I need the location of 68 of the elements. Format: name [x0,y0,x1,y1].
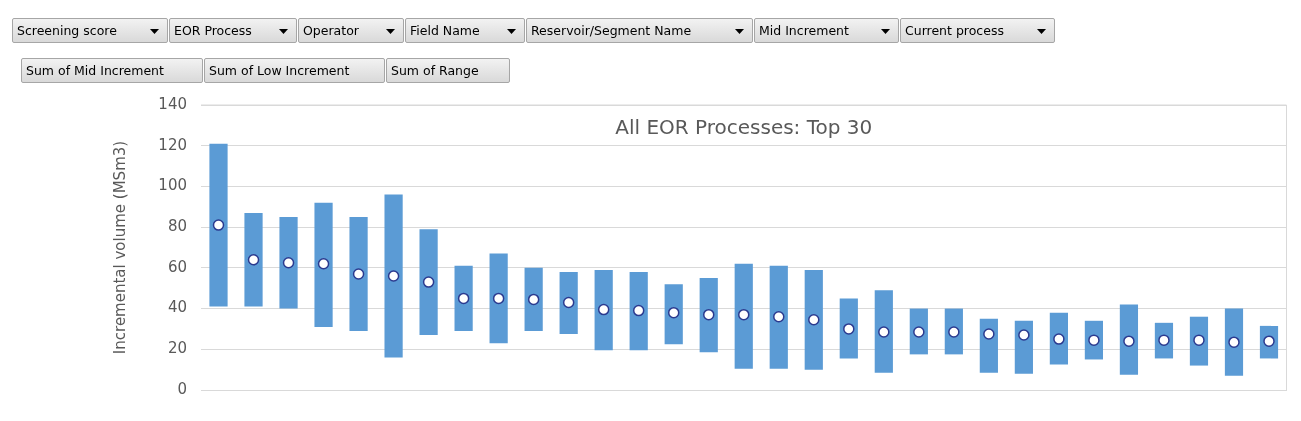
point [422,276,435,288]
text: Screening score [17,23,117,38]
point [1228,336,1240,348]
point [562,296,575,309]
bar [804,269,823,370]
bar [349,216,368,331]
point [843,323,855,335]
y-tick-label: 60 [167,257,187,276]
text: Sum of Range [391,63,479,78]
point [457,292,470,305]
point [387,270,400,282]
point [212,219,225,231]
bar [244,212,263,307]
point [878,326,890,338]
y-tick-label: 140 [158,94,187,113]
bar [559,271,578,335]
bar [454,265,473,331]
point [282,257,295,269]
bar [839,298,858,359]
bar [314,202,333,327]
text: Current process [905,23,1004,38]
y-tick-label: 120 [158,135,187,154]
point [667,306,680,319]
bar [209,143,228,307]
y-tick-label: 100 [158,176,187,195]
bar [1119,304,1139,375]
point [702,308,715,321]
point [983,328,995,340]
bar [734,263,753,369]
point [738,308,750,321]
bar [594,269,613,351]
text: All EOR Processes: Top 30 [615,115,873,140]
bar [699,278,718,353]
point [808,314,820,326]
y-tick-label: 80 [167,217,187,236]
bar [769,265,788,369]
y-axis-title: Incremental volume (MSm3) [110,140,129,355]
text: EOR Process [174,23,252,38]
bar [279,216,298,309]
point [317,258,330,270]
bar [524,267,543,331]
point [1053,333,1065,345]
text: Sum of Low Increment [209,63,350,78]
point [352,268,365,280]
bar [384,194,403,358]
text: Operator [303,23,359,38]
bar [419,229,438,336]
point [1193,334,1205,346]
point [773,310,785,323]
bar [874,290,893,373]
y-tick-label: 0 [177,379,187,398]
point [597,303,610,316]
bar [664,284,683,345]
point [247,253,260,266]
bar [489,253,508,344]
point [492,292,505,305]
y-tick-label: 40 [167,298,187,317]
text: Mid Increment [759,23,849,38]
text: Field Name [410,23,480,38]
point [527,293,540,306]
bar [629,271,648,351]
point [632,304,645,317]
bar [1224,308,1244,376]
point [1123,335,1135,347]
text: Sum of Mid Increment [26,63,164,78]
text: Reservoir/Segment Name [531,23,692,38]
point [1018,329,1030,341]
y-tick-label: 20 [167,339,187,358]
